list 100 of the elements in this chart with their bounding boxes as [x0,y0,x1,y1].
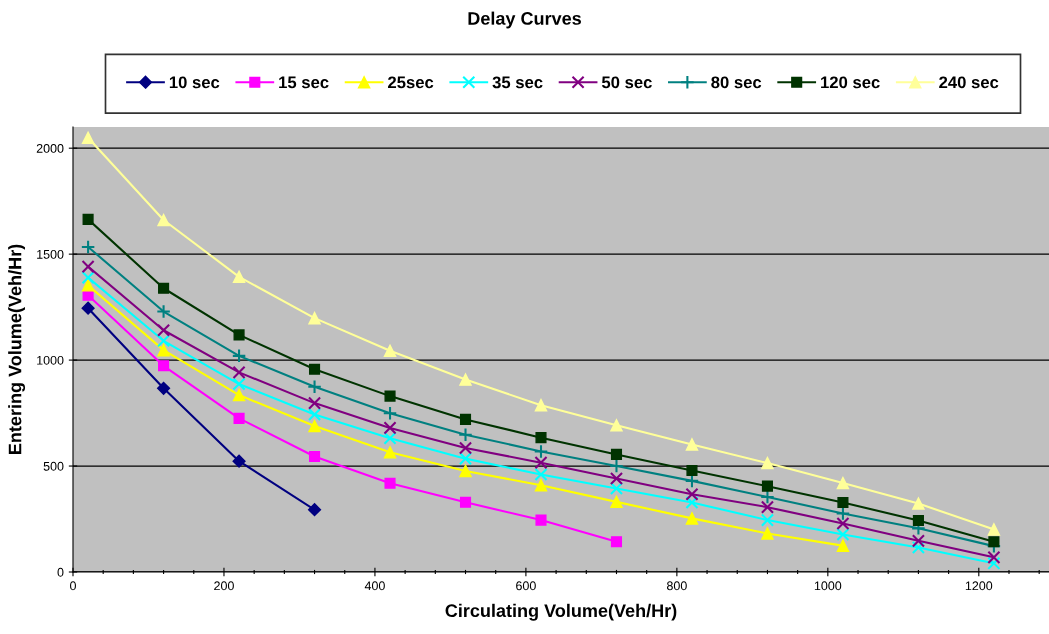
point [383,446,397,459]
legend-label: 240 sec [939,76,999,89]
y-tick-label: 1000 [37,355,64,365]
point [836,516,850,531]
point [382,405,398,421]
legend-label: 50 sec [601,76,652,89]
y-tick-label: 0 [57,567,64,577]
point [535,432,547,444]
point [534,467,548,482]
point [912,497,925,510]
legend-label: 120 sec [821,76,880,89]
point [987,556,1001,570]
legend-label: 35 sec [492,76,543,89]
point [685,487,699,501]
point [81,131,95,145]
point [760,500,775,514]
legend-label: 10 sec [169,76,220,89]
point [308,419,321,433]
point [156,304,171,319]
point [308,450,321,463]
point [609,471,624,486]
point [987,523,1001,536]
point [307,407,322,422]
x-tick-label: 1200 [965,581,993,591]
point [836,527,850,542]
point [156,334,171,348]
point [609,481,624,496]
point [911,534,926,548]
point [610,419,623,432]
point [534,479,548,492]
point [459,464,472,478]
y-tick-label: 2000 [36,143,64,153]
point [685,438,699,451]
point [911,540,926,555]
point [231,348,247,364]
point [535,514,547,526]
chart-title: Delay Curves [468,11,581,29]
point [383,431,397,445]
point [686,464,698,477]
point [987,550,1001,564]
point [80,239,96,255]
point [458,441,473,455]
point [384,390,396,402]
point [232,454,246,468]
x-tick-label: 400 [364,581,385,591]
point [156,323,171,337]
point [383,421,397,435]
point [157,213,170,227]
point [307,396,322,410]
point [384,477,396,489]
point [232,365,246,379]
point [157,343,170,357]
point [835,506,851,521]
point [459,413,472,425]
point [233,329,245,341]
point [232,388,246,402]
point [307,503,322,517]
x-axis-title: Circulating Volume(Veh/Hr) [445,603,677,621]
point [609,458,624,474]
point [458,452,473,466]
point [610,495,623,509]
x-tick-label: 1000 [814,581,842,591]
point [761,480,774,492]
point [458,427,473,442]
point [836,539,850,552]
point [685,495,699,510]
point [836,476,850,490]
point [81,279,95,292]
point [158,282,170,294]
point [533,444,549,459]
point [837,496,849,509]
point [156,381,171,395]
point [760,513,775,527]
x-tick-label: 200 [214,581,234,591]
point [232,377,246,391]
legend-label: 15 sec [279,76,329,89]
x-tick-label: 0 [70,581,76,591]
x-tick-label: 800 [666,581,687,591]
legend-label: 25sec [388,76,434,89]
point [761,527,774,540]
point [81,271,95,285]
legend-label: 80 sec [711,76,762,89]
y-axis-title: Entering Volume(Veh/Hr) [8,244,26,454]
point [81,260,95,274]
point [307,379,322,395]
point [912,514,924,527]
y-tick-label: 500 [43,461,64,471]
point [158,360,170,372]
point [383,344,397,358]
point [81,301,95,315]
point [233,412,245,424]
point [534,398,548,412]
point [610,536,623,548]
point [82,213,94,225]
point [988,536,1000,548]
point [534,456,548,470]
point [459,496,472,508]
point [761,456,774,470]
point [232,270,246,284]
point [308,311,321,325]
